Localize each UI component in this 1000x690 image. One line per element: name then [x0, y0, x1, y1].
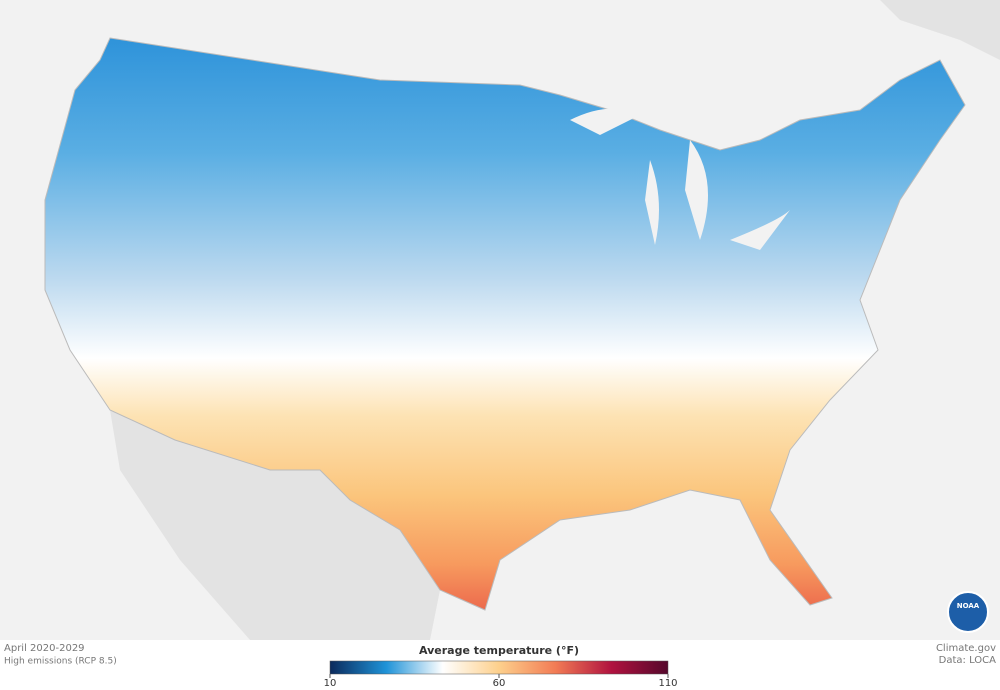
period: April 2020-2029 [4, 643, 85, 654]
us-temperature-map [44, 37, 966, 611]
legend-title: Average temperature (°F) [419, 644, 579, 657]
color-bar [329, 660, 669, 675]
noaa-logo [947, 591, 989, 633]
source: Data: LOCA [939, 655, 996, 666]
legend-tick-label: 60 [493, 678, 506, 689]
noaa-logo-text: NOAA [957, 602, 980, 610]
scenario: High emissions (RCP 8.5) [4, 657, 117, 667]
site: Climate.gov [936, 643, 996, 654]
mexico [110, 410, 440, 640]
legend-tick-label: 110 [658, 678, 677, 689]
canada [60, 0, 1000, 60]
great-lakes [570, 108, 790, 250]
legend-tick-label: 10 [324, 678, 337, 689]
